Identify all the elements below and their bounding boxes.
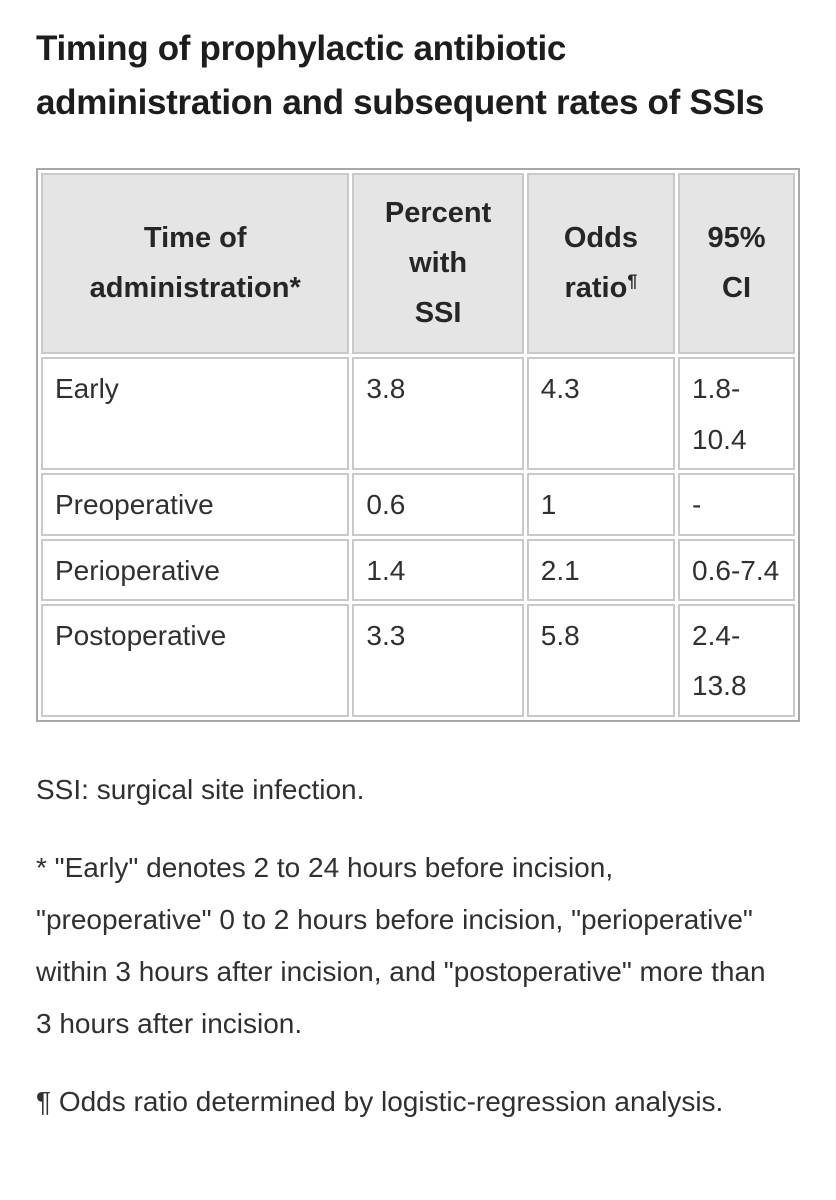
cell-95-ci: - bbox=[678, 473, 795, 536]
cell-time: Postoperative bbox=[41, 603, 350, 717]
ssi-rates-table: Time of administration* Percent with SSI… bbox=[36, 167, 800, 722]
col-header-percent-label: Percent with SSI bbox=[384, 196, 492, 329]
footnote-asterisk: * "Early" denotes 2 to 24 hours before i… bbox=[36, 851, 766, 1040]
col-header-odds-label: Odds ratio bbox=[563, 221, 638, 304]
col-header-percent-with-ssi: Percent with SSI bbox=[352, 172, 524, 355]
cell-percent-with-ssi: 0.6 bbox=[352, 473, 524, 536]
footnotes-section: SSI: surgical site infection. * "Early" … bbox=[36, 764, 776, 1128]
footnote-pilcrow: ¶ Odds ratio determined by logistic-regr… bbox=[36, 1086, 724, 1118]
table-row-early: Early 3.8 4.3 1.8-10.4 bbox=[41, 357, 795, 471]
cell-odds-ratio: 5.8 bbox=[526, 603, 676, 717]
article-page: Timing of prophylactic antibiotic admini… bbox=[36, 29, 800, 1128]
cell-odds-ratio: 4.3 bbox=[526, 357, 676, 471]
table-row-preoperative: Preoperative 0.6 1 - bbox=[41, 473, 795, 536]
col-header-odds-ratio: Odds ratio¶ bbox=[526, 172, 676, 355]
cell-percent-with-ssi: 1.4 bbox=[352, 538, 524, 601]
cell-time: Early bbox=[41, 357, 350, 471]
cell-odds-ratio: 2.1 bbox=[526, 538, 676, 601]
col-header-95-ci: 95% CI bbox=[678, 172, 795, 355]
col-header-time-label: Time of administration* bbox=[89, 221, 301, 304]
table-row-perioperative: Perioperative 1.4 2.1 0.6-7.4 bbox=[41, 538, 795, 601]
cell-percent-with-ssi: 3.8 bbox=[352, 357, 524, 471]
cell-time: Perioperative bbox=[41, 538, 350, 601]
col-header-time-of-administration: Time of administration* bbox=[41, 172, 350, 355]
table-row-postoperative: Postoperative 3.3 5.8 2.4-13.8 bbox=[41, 603, 795, 717]
page-title: Timing of prophylactic antibiotic admini… bbox=[36, 29, 765, 122]
table-header-row: Time of administration* Percent with SSI… bbox=[41, 172, 795, 355]
footnote-abbreviation: SSI: surgical site infection. bbox=[36, 773, 365, 805]
cell-percent-with-ssi: 3.3 bbox=[352, 603, 524, 717]
cell-95-ci: 1.8-10.4 bbox=[678, 357, 795, 471]
cell-95-ci: 2.4-13.8 bbox=[678, 603, 795, 717]
cell-time: Preoperative bbox=[41, 473, 350, 536]
col-header-ci-label: 95% CI bbox=[707, 221, 766, 304]
cell-odds-ratio: 1 bbox=[526, 473, 676, 536]
cell-95-ci: 0.6-7.4 bbox=[678, 538, 795, 601]
pilcrow-footnote-marker: ¶ bbox=[627, 269, 638, 290]
